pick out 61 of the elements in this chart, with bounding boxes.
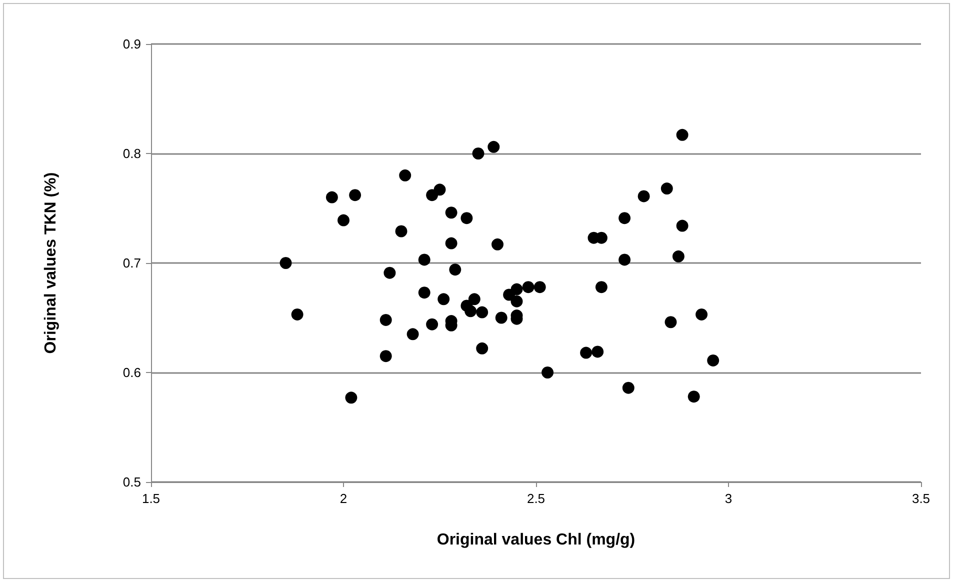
y-axis-title: Original values TKN (%) (42, 172, 60, 354)
point (522, 281, 534, 294)
point (326, 191, 338, 204)
point (345, 392, 358, 404)
x-tick-label: 3 (724, 491, 732, 506)
y-tick-label: 0.9 (122, 36, 141, 52)
point (406, 328, 419, 340)
x-tick-label: 2.5 (526, 491, 546, 506)
point (638, 190, 650, 202)
point (472, 148, 484, 160)
point (660, 182, 673, 195)
point (449, 264, 462, 276)
point (434, 184, 446, 196)
point (595, 281, 608, 294)
point (468, 293, 480, 306)
point (476, 306, 488, 318)
point (672, 250, 684, 262)
y-tick-label: 0.5 (122, 474, 141, 490)
point (495, 312, 508, 324)
x-tick-label: 1.5 (142, 491, 160, 506)
point (534, 281, 546, 294)
point (618, 254, 631, 266)
point (418, 286, 430, 299)
point (488, 140, 500, 153)
point (688, 390, 700, 403)
point (460, 212, 473, 224)
point (510, 283, 523, 296)
point (492, 238, 504, 250)
point (676, 128, 688, 141)
x-tick-label: 2 (340, 491, 348, 506)
point (426, 318, 438, 330)
point (622, 382, 634, 394)
point (380, 314, 392, 326)
point (384, 266, 396, 279)
point (399, 169, 412, 182)
point (664, 316, 677, 328)
point (380, 350, 392, 362)
y-tick-label: 0.7 (122, 256, 141, 270)
point (542, 366, 554, 378)
point (445, 206, 458, 219)
point (464, 305, 477, 318)
point (580, 346, 592, 359)
point (618, 212, 631, 224)
x-axis-title: Original values Chl (mg/g) (436, 532, 636, 548)
x-tick-label: 3.5 (912, 491, 930, 506)
point (395, 225, 408, 238)
point (696, 308, 708, 320)
point (510, 295, 523, 308)
point (349, 189, 362, 202)
point (338, 214, 350, 226)
point (291, 308, 304, 320)
point (445, 237, 458, 250)
y-tick-label: 0.6 (122, 365, 141, 380)
point (280, 257, 292, 269)
point (592, 346, 604, 358)
y-tick-label: 0.8 (122, 146, 141, 161)
point (438, 293, 450, 306)
point (676, 220, 688, 232)
point (418, 254, 430, 266)
point (476, 342, 488, 354)
point (707, 354, 720, 366)
